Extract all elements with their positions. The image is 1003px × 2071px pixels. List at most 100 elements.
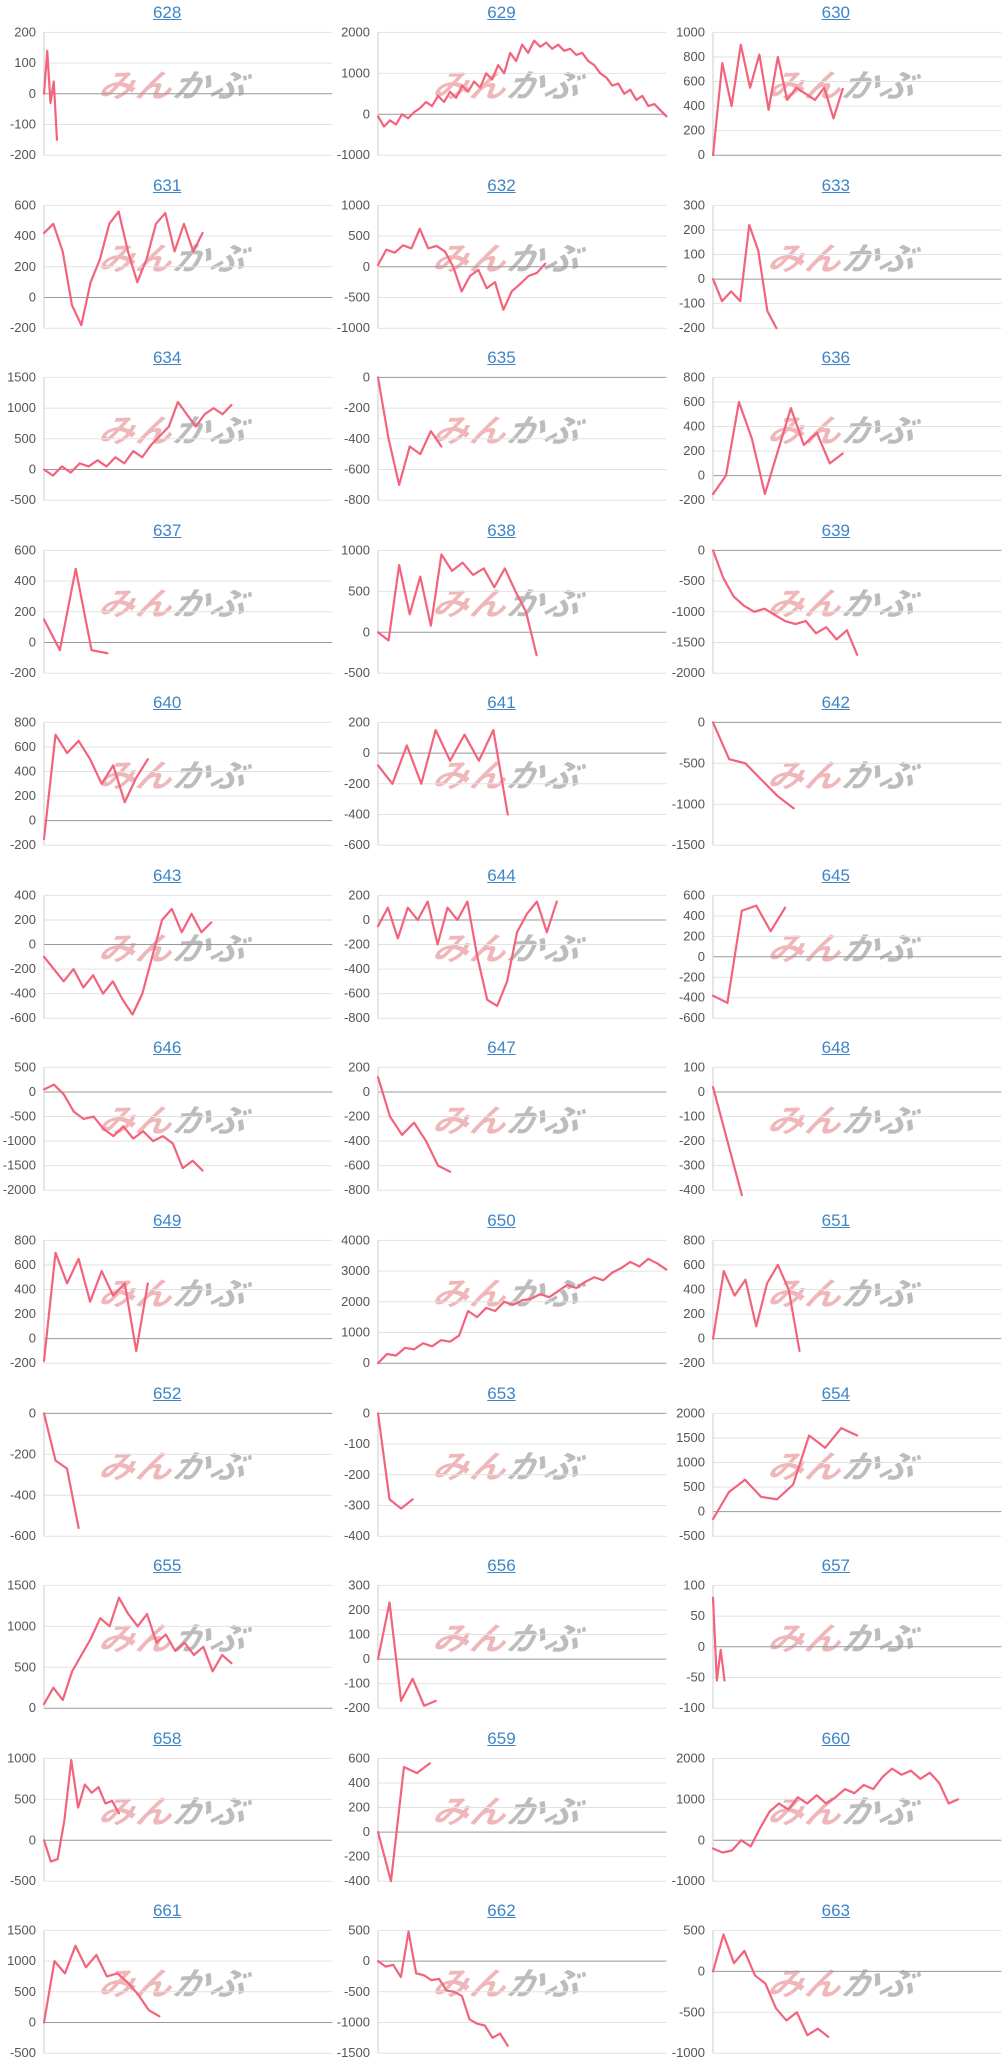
svg-text:0: 0 bbox=[29, 936, 36, 951]
svg-text:-600: -600 bbox=[679, 1010, 705, 1025]
svg-text:-400: -400 bbox=[344, 1873, 370, 1888]
svg-text:0: 0 bbox=[697, 949, 704, 964]
svg-text:-200: -200 bbox=[10, 838, 36, 853]
svg-text:0: 0 bbox=[29, 1084, 36, 1099]
svg-text:-1000: -1000 bbox=[3, 1134, 36, 1149]
svg-text:-800: -800 bbox=[344, 1010, 370, 1025]
svg-text:0: 0 bbox=[363, 745, 370, 760]
svg-text:-1000: -1000 bbox=[671, 2046, 704, 2061]
svg-text:400: 400 bbox=[14, 573, 36, 588]
svg-text:-200: -200 bbox=[344, 1109, 370, 1124]
svg-text:-100: -100 bbox=[679, 1109, 705, 1124]
svg-text:-400: -400 bbox=[344, 1134, 370, 1149]
svg-text:0: 0 bbox=[363, 106, 370, 121]
svg-text:-200: -200 bbox=[679, 969, 705, 984]
svg-text:-200: -200 bbox=[10, 320, 36, 335]
svg-text:-1000: -1000 bbox=[671, 604, 704, 619]
svg-text:0: 0 bbox=[697, 147, 704, 162]
svg-text:-400: -400 bbox=[344, 1528, 370, 1543]
svg-text:-600: -600 bbox=[344, 462, 370, 477]
svg-text:500: 500 bbox=[349, 1923, 371, 1938]
svg-text:400: 400 bbox=[14, 228, 36, 243]
svg-text:4000: 4000 bbox=[341, 1232, 370, 1247]
svg-text:-200: -200 bbox=[344, 1700, 370, 1715]
svg-text:1000: 1000 bbox=[341, 65, 370, 80]
svg-text:-500: -500 bbox=[679, 2005, 705, 2020]
svg-text:400: 400 bbox=[683, 1282, 705, 1297]
svg-text:0: 0 bbox=[697, 271, 704, 286]
svg-text:0: 0 bbox=[697, 1503, 704, 1518]
svg-text:-200: -200 bbox=[10, 665, 36, 680]
svg-text:-300: -300 bbox=[344, 1497, 370, 1512]
svg-text:500: 500 bbox=[14, 1060, 36, 1075]
svg-text:-2000: -2000 bbox=[3, 1183, 36, 1198]
svg-text:0: 0 bbox=[697, 1964, 704, 1979]
svg-text:0: 0 bbox=[363, 1651, 370, 1666]
svg-text:-1500: -1500 bbox=[3, 1158, 36, 1173]
svg-text:0: 0 bbox=[29, 86, 36, 101]
svg-text:-1500: -1500 bbox=[337, 2046, 370, 2061]
svg-text:0: 0 bbox=[697, 1832, 704, 1847]
svg-text:0: 0 bbox=[363, 1405, 370, 1420]
svg-text:500: 500 bbox=[14, 431, 36, 446]
svg-text:0: 0 bbox=[29, 462, 36, 477]
svg-text:-200: -200 bbox=[344, 1466, 370, 1481]
svg-text:200: 200 bbox=[14, 912, 36, 927]
svg-text:1000: 1000 bbox=[7, 1619, 36, 1634]
svg-text:1500: 1500 bbox=[7, 370, 36, 385]
svg-text:-500: -500 bbox=[344, 289, 370, 304]
svg-text:200: 200 bbox=[14, 604, 36, 619]
svg-text:1000: 1000 bbox=[7, 1953, 36, 1968]
svg-text:200: 200 bbox=[683, 928, 705, 943]
svg-text:-300: -300 bbox=[679, 1158, 705, 1173]
svg-text:400: 400 bbox=[349, 1775, 371, 1790]
svg-text:2000: 2000 bbox=[676, 1405, 705, 1420]
svg-text:600: 600 bbox=[683, 887, 705, 902]
svg-text:-200: -200 bbox=[344, 936, 370, 951]
svg-text:-600: -600 bbox=[344, 838, 370, 853]
svg-text:500: 500 bbox=[14, 1659, 36, 1674]
svg-text:0: 0 bbox=[363, 1953, 370, 1968]
svg-text:-500: -500 bbox=[679, 1528, 705, 1543]
svg-text:-1000: -1000 bbox=[337, 2015, 370, 2030]
svg-text:-500: -500 bbox=[344, 1984, 370, 1999]
svg-text:1000: 1000 bbox=[7, 1750, 36, 1765]
svg-text:500: 500 bbox=[14, 1791, 36, 1806]
svg-text:-200: -200 bbox=[679, 1355, 705, 1370]
svg-text:-1000: -1000 bbox=[337, 320, 370, 335]
svg-text:0: 0 bbox=[29, 813, 36, 828]
svg-text:0: 0 bbox=[29, 1331, 36, 1346]
svg-text:-200: -200 bbox=[10, 961, 36, 976]
svg-text:-100: -100 bbox=[344, 1676, 370, 1691]
svg-text:-200: -200 bbox=[10, 1446, 36, 1461]
svg-text:200: 200 bbox=[14, 1306, 36, 1321]
svg-text:200: 200 bbox=[683, 443, 705, 458]
svg-text:400: 400 bbox=[14, 1282, 36, 1297]
svg-text:2000: 2000 bbox=[341, 24, 370, 39]
svg-text:0: 0 bbox=[697, 1331, 704, 1346]
svg-text:-400: -400 bbox=[344, 807, 370, 822]
svg-text:-200: -200 bbox=[10, 147, 36, 162]
svg-text:0: 0 bbox=[697, 542, 704, 557]
svg-text:800: 800 bbox=[683, 370, 705, 385]
svg-text:100: 100 bbox=[683, 1060, 705, 1075]
svg-text:1500: 1500 bbox=[676, 1430, 705, 1445]
svg-text:400: 400 bbox=[683, 419, 705, 434]
svg-text:1000: 1000 bbox=[676, 1454, 705, 1469]
svg-text:50: 50 bbox=[690, 1608, 704, 1623]
svg-text:500: 500 bbox=[14, 1984, 36, 1999]
svg-text:300: 300 bbox=[349, 1578, 371, 1593]
svg-text:2000: 2000 bbox=[676, 1750, 705, 1765]
svg-text:300: 300 bbox=[683, 197, 705, 212]
svg-text:-1000: -1000 bbox=[671, 797, 704, 812]
svg-text:1000: 1000 bbox=[7, 400, 36, 415]
svg-text:-1500: -1500 bbox=[671, 634, 704, 649]
svg-text:-500: -500 bbox=[344, 665, 370, 680]
svg-text:200: 200 bbox=[14, 24, 36, 39]
svg-text:200: 200 bbox=[14, 788, 36, 803]
svg-text:600: 600 bbox=[349, 1750, 371, 1765]
svg-text:0: 0 bbox=[697, 1639, 704, 1654]
svg-text:-1000: -1000 bbox=[671, 1873, 704, 1888]
svg-text:1000: 1000 bbox=[341, 1325, 370, 1340]
svg-text:100: 100 bbox=[683, 1578, 705, 1593]
